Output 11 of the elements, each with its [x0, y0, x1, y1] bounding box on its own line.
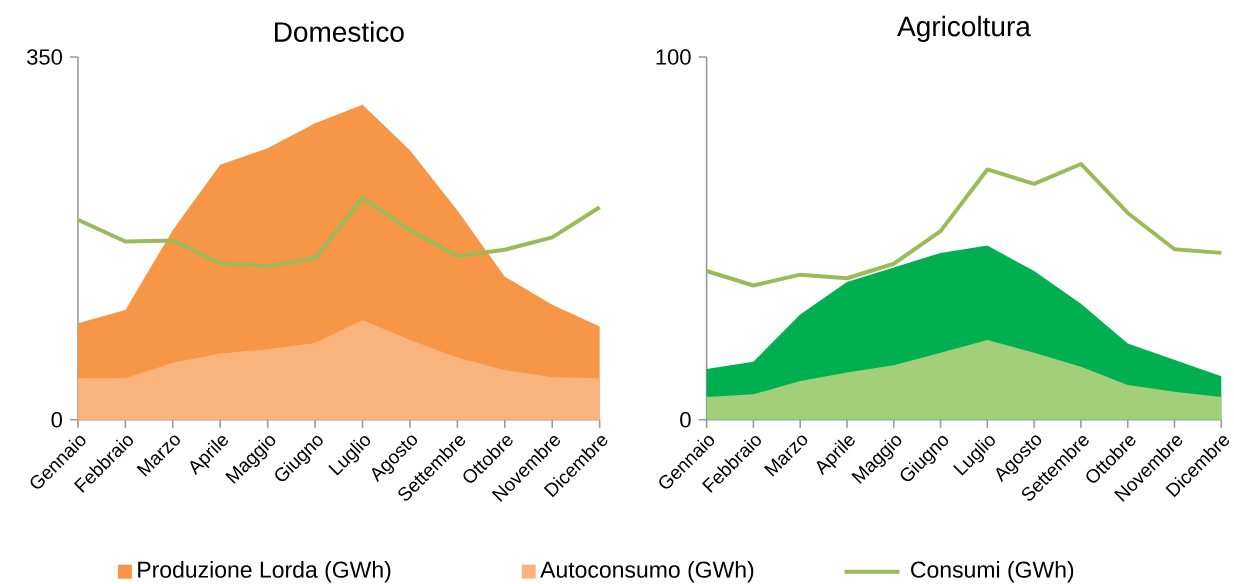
y-tick-label: 0 — [51, 412, 63, 428]
line-series — [75, 196, 602, 269]
y-tick-label: 100 — [656, 49, 691, 65]
y-tick-label: 0 — [680, 412, 691, 428]
chart-title: Agricoltura — [897, 15, 1031, 43]
legend-label: Consumi (GWh) — [911, 561, 1074, 583]
legend-label: Produzione Lorda (GWh) — [138, 561, 391, 583]
chart-title: Domestico — [275, 21, 404, 43]
legend-label: Autoconsumo (GWh) — [540, 561, 754, 583]
line-series — [704, 162, 1224, 288]
y-tick-label: 350 — [27, 49, 63, 65]
